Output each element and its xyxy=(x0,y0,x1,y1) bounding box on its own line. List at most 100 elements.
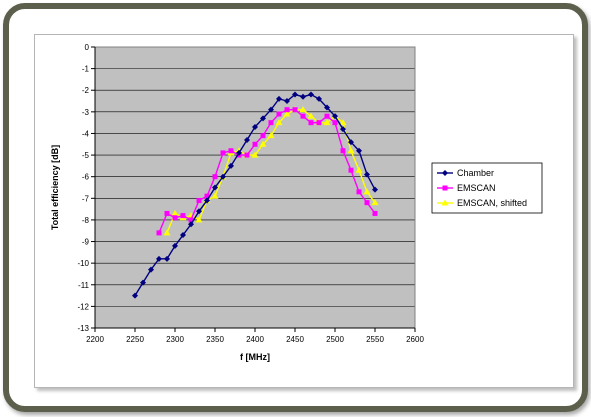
x-tick-label: 2450 xyxy=(286,335,304,344)
data-point-emscan-shifted xyxy=(299,106,307,113)
series-layer xyxy=(132,91,379,299)
data-point-chamber xyxy=(276,95,282,102)
data-point-chamber xyxy=(372,186,378,193)
data-point-emscan xyxy=(180,213,186,219)
data-point-chamber xyxy=(172,242,178,249)
y-tick-label: -4 xyxy=(82,129,90,138)
legend: Chamber EMSCAN EMSCAN, shifted xyxy=(431,162,543,214)
x-tick-label: 2300 xyxy=(166,335,184,344)
x-tick-label: 2350 xyxy=(206,335,224,344)
data-point-emscan xyxy=(372,210,378,216)
x-tick-label: 2500 xyxy=(326,335,344,344)
y-tick-label: -13 xyxy=(77,324,89,333)
data-point-emscan xyxy=(244,152,250,158)
y-tick-label: -12 xyxy=(77,302,89,311)
data-point-emscan-shifted xyxy=(347,147,355,154)
data-point-chamber xyxy=(140,279,146,286)
data-point-emscan-shifted xyxy=(339,119,347,126)
data-point-chamber xyxy=(196,208,202,215)
data-point-emscan-shifted xyxy=(283,110,291,117)
x-tick-label: 2200 xyxy=(86,335,104,344)
y-tick-label: -11 xyxy=(78,281,90,290)
legend-marker-emscan xyxy=(442,185,448,191)
data-point-emscan xyxy=(300,113,306,119)
data-point-chamber xyxy=(292,91,298,98)
data-point-emscan xyxy=(252,141,258,147)
data-point-chamber xyxy=(332,113,338,120)
data-point-emscan xyxy=(172,215,178,221)
data-point-emscan xyxy=(316,120,322,126)
data-point-emscan xyxy=(340,148,346,154)
data-point-emscan xyxy=(196,197,202,203)
series-emscan xyxy=(156,107,378,236)
data-point-emscan xyxy=(284,107,290,113)
data-point-chamber xyxy=(204,197,210,204)
data-point-emscan xyxy=(228,148,234,154)
data-point-emscan-shifted xyxy=(307,112,315,119)
data-point-chamber xyxy=(300,93,306,100)
data-point-chamber xyxy=(212,184,218,191)
data-point-emscan-shifted xyxy=(267,132,275,139)
data-point-emscan-shifted xyxy=(363,188,371,195)
legend-label-emscan: EMSCAN xyxy=(457,183,496,193)
data-point-emscan xyxy=(364,200,370,206)
data-point-emscan xyxy=(212,174,218,180)
data-point-chamber xyxy=(188,221,194,228)
legend-marker-emscan-shifted xyxy=(441,199,449,206)
data-point-chamber xyxy=(156,255,162,262)
data-point-emscan xyxy=(308,120,314,126)
data-point-chamber xyxy=(252,123,258,130)
y-tick-label: -8 xyxy=(82,216,90,225)
data-point-emscan xyxy=(268,120,274,126)
data-point-chamber xyxy=(356,147,362,154)
y-tick-label: -5 xyxy=(82,151,90,160)
data-point-emscan-shifted xyxy=(251,151,259,158)
data-point-chamber xyxy=(220,173,226,180)
data-point-emscan xyxy=(260,133,266,139)
data-point-chamber xyxy=(324,104,330,111)
data-point-chamber xyxy=(236,149,242,156)
data-point-emscan xyxy=(292,107,298,113)
y-tick-label: -3 xyxy=(82,108,90,117)
data-point-chamber xyxy=(228,162,234,169)
data-point-chamber xyxy=(284,98,290,105)
data-point-emscan xyxy=(348,167,354,173)
x-tick-label: 2400 xyxy=(246,335,264,344)
data-point-chamber xyxy=(148,266,154,273)
data-point-chamber xyxy=(260,115,266,122)
data-point-emscan xyxy=(276,111,282,117)
data-point-emscan xyxy=(204,193,210,199)
data-point-emscan-shifted xyxy=(259,140,267,147)
data-point-emscan-shifted xyxy=(211,192,219,199)
data-point-emscan-shifted xyxy=(195,216,203,223)
data-point-emscan xyxy=(356,189,362,195)
data-point-emscan-shifted xyxy=(355,166,363,173)
data-point-emscan xyxy=(156,230,162,236)
series-chamber xyxy=(132,91,378,299)
data-point-chamber xyxy=(132,292,138,299)
data-point-emscan-shifted xyxy=(323,119,331,126)
data-point-emscan xyxy=(164,210,170,216)
y-tick-label: -7 xyxy=(82,194,90,203)
legend-label-chamber: Chamber xyxy=(457,168,494,178)
plot-area xyxy=(95,47,415,328)
data-point-emscan-shifted xyxy=(275,119,283,126)
axes xyxy=(91,46,416,332)
data-point-emscan-shifted xyxy=(371,199,379,206)
x-tick-label: 2600 xyxy=(406,335,424,344)
x-tick-label: 2250 xyxy=(126,335,144,344)
data-point-emscan-shifted xyxy=(163,229,171,236)
data-point-chamber xyxy=(180,232,186,239)
data-point-chamber xyxy=(340,126,346,133)
legend-marker-chamber xyxy=(442,170,448,176)
y-tick-label: 0 xyxy=(85,43,90,52)
data-point-chamber xyxy=(364,171,370,178)
data-point-chamber xyxy=(316,95,322,102)
y-tick-label: -9 xyxy=(82,238,90,247)
data-point-emscan xyxy=(332,120,338,126)
x-tick-label: 2550 xyxy=(366,335,384,344)
data-point-emscan xyxy=(220,150,226,156)
data-point-chamber xyxy=(268,106,274,113)
x-axis-title: f [MHz] xyxy=(240,352,270,362)
